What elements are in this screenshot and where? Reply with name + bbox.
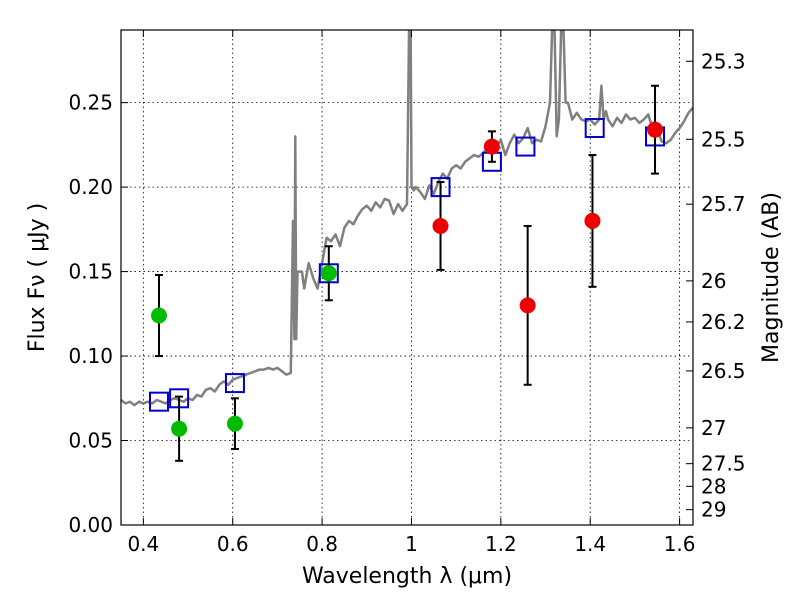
x-tick-label: 0.6	[217, 532, 249, 556]
y-right-tick-label: 27	[701, 416, 726, 440]
x-tick-label: 1.4	[574, 532, 606, 556]
y-right-tick-label: 27.5	[701, 452, 746, 476]
y-right-tick-label: 25.5	[701, 127, 746, 151]
y-right-tick-label: 26.2	[701, 310, 746, 334]
red-data-point	[432, 217, 449, 234]
green-data-point	[150, 307, 167, 324]
red-data-point	[519, 297, 536, 314]
y-right-axis-label: Magnitude (AB)	[759, 192, 784, 363]
y-tick-label: 0.00	[68, 513, 113, 537]
x-tick-label: 1.2	[485, 532, 517, 556]
y-tick-label: 0.20	[68, 175, 113, 199]
x-axis-label: Wavelength λ (μm)	[302, 564, 512, 589]
y-axis-label: Flux Fν ( μJy )	[25, 203, 50, 352]
x-tick-label: 0.8	[306, 532, 338, 556]
y-right-tick-label: 25.3	[701, 49, 746, 73]
y-right-tick-label: 29	[701, 498, 726, 522]
y-right-tick-label: 26	[701, 269, 726, 293]
y-right-tick-label: 25.7	[701, 192, 746, 216]
plot-frame	[120, 29, 694, 526]
y-right-tick-label: 28	[701, 474, 726, 498]
x-tick-label: 0.4	[127, 532, 159, 556]
y-tick-label: 0.15	[68, 260, 113, 284]
red-data-point	[584, 212, 601, 229]
axes: 0.4 0.6 0.8 1 1.2 1.4 1.6 0.00 0.05 0.10 0.15 0.20 0…	[68, 30, 746, 556]
x-tick-label: 1	[405, 532, 418, 556]
model-square-point	[584, 117, 605, 138]
model-square-point	[515, 136, 536, 157]
x-tick-label: 1.6	[664, 532, 696, 556]
y-right-tick-label: 26.5	[701, 359, 746, 383]
y-tick-label: 0.10	[68, 344, 113, 368]
green-data-point	[171, 420, 188, 437]
y-tick-label: 0.25	[68, 91, 113, 115]
green-data-point	[226, 415, 243, 432]
plot-inner	[121, 30, 693, 462]
green-data-point	[320, 265, 337, 282]
red-data-point	[647, 121, 664, 138]
plot-area	[121, 30, 693, 462]
model-square-point	[148, 391, 169, 412]
y-tick-label: 0.05	[68, 429, 113, 453]
red-data-point	[483, 138, 500, 155]
model-square-point	[224, 373, 245, 394]
spectrum-line	[121, 30, 693, 407]
